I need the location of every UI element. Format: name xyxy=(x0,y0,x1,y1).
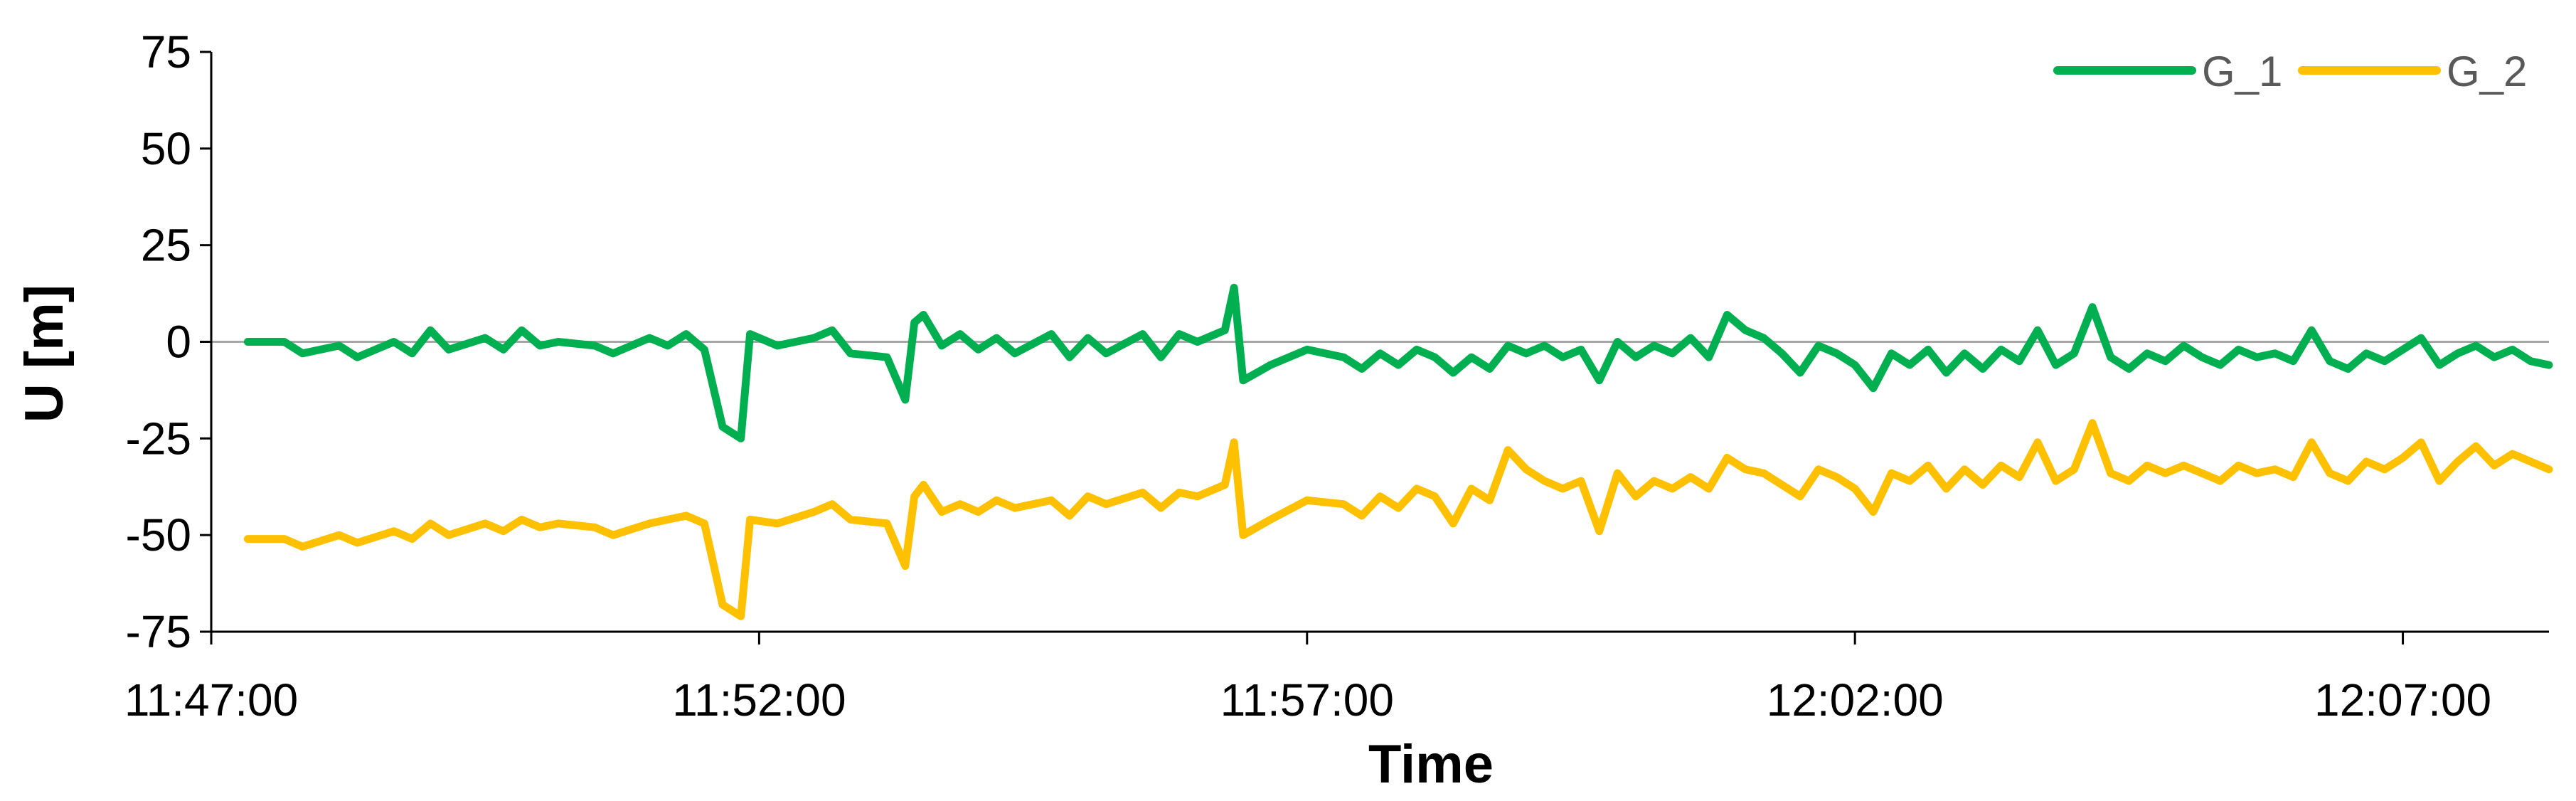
y-axis-ticks: 75 50 25 0 -25 -50 -75 xyxy=(126,26,211,657)
x-tick-label: 12:02:00 xyxy=(1767,674,1944,726)
y-tick-label: -25 xyxy=(126,413,192,464)
y-tick-label: 25 xyxy=(141,220,191,271)
x-axis-ticks: 11:47:00 11:52:00 11:57:00 12:02:00 12:07:00 xyxy=(124,632,2491,726)
series-layer xyxy=(243,283,2553,620)
legend-label-g1: G_1 xyxy=(2202,48,2282,95)
legend: G_1 G_2 xyxy=(2053,48,2527,95)
y-tick-label: -75 xyxy=(126,606,192,657)
y-tick-label: 75 xyxy=(141,26,191,78)
y-tick-label: 0 xyxy=(166,317,191,368)
legend-label-g2: G_2 xyxy=(2447,48,2527,95)
y-axis-title: U [m] xyxy=(14,285,75,423)
x-tick-label: 11:47:00 xyxy=(124,674,298,726)
x-axis-title: Time xyxy=(1368,734,1494,795)
y-tick-label: -50 xyxy=(126,509,192,561)
series-line-g1 xyxy=(243,283,2553,442)
series-line-g2 xyxy=(243,419,2553,620)
x-tick-label: 12:07:00 xyxy=(2314,674,2491,726)
x-tick-label: 11:57:00 xyxy=(1220,674,1394,726)
y-tick-label: 50 xyxy=(141,123,191,174)
x-tick-label: 11:52:00 xyxy=(672,674,846,726)
